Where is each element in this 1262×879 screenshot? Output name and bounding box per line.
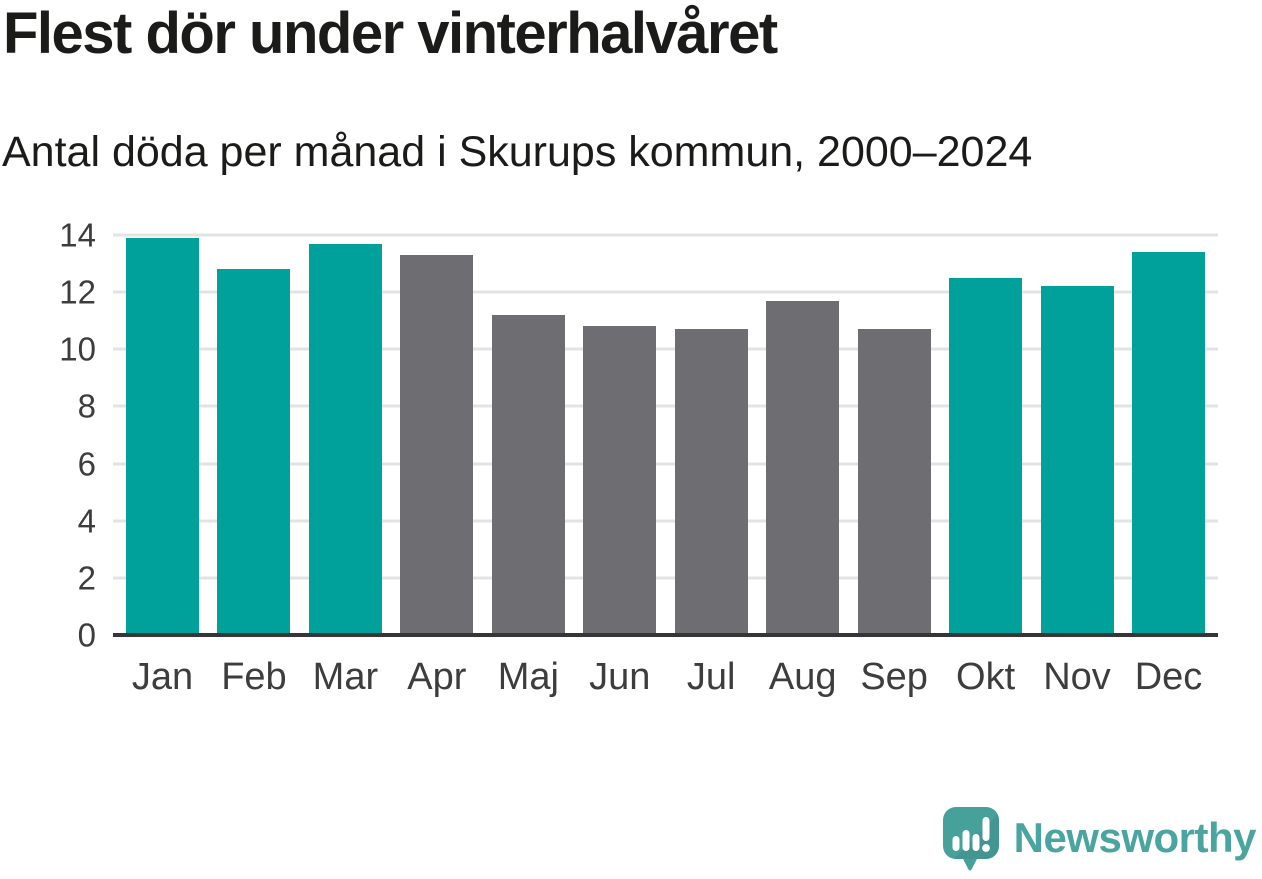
x-tick-label: Jun (589, 656, 651, 698)
chart-subtitle: Antal döda per månad i Skurups kommun, 2… (2, 128, 1033, 176)
x-tick-label: Sep (860, 656, 928, 698)
x-axis: Jan Feb Mar Apr Maj Jun Jul Aug Sep Okt Nov Dec (113, 656, 1218, 699)
x-tick-label: Okt (956, 656, 1016, 698)
y-axis: 0 2 4 6 8 10 12 14 (0, 219, 96, 652)
gridline (113, 462, 1218, 466)
brand-footer: Newsworthy (940, 805, 1257, 871)
x-tick-label: Jan (131, 656, 194, 698)
x-tick-label: Feb (221, 656, 287, 698)
y-tick-label: 0 (77, 616, 96, 654)
y-tick-label: 6 (77, 445, 96, 483)
x-axis-line (113, 633, 1218, 637)
brand-name: Newsworthy (1013, 814, 1257, 861)
bar-sep (857, 329, 931, 635)
bar-okt (949, 277, 1023, 635)
gridline (113, 347, 1218, 351)
gridline (113, 576, 1218, 580)
x-tick-label: Jul (686, 656, 736, 698)
x-tick-label: Dec (1134, 656, 1203, 698)
gridline (113, 519, 1218, 523)
y-tick-label: 2 (77, 559, 96, 597)
x-tick-label: Maj (497, 656, 559, 698)
chart-title: Flest dör under vinterhalvåret (3, 1, 778, 66)
gridline (113, 233, 1218, 237)
bar-nov (1040, 286, 1114, 635)
bar-jul (674, 329, 748, 635)
x-tick-label: Nov (1043, 656, 1111, 698)
bar-row (113, 235, 1218, 635)
x-tick-label: Aug (768, 656, 837, 698)
gridline (113, 290, 1218, 294)
bar-jun (583, 326, 657, 635)
y-tick-label: 12 (59, 273, 96, 311)
x-tick-label: Apr (407, 656, 467, 698)
bar-feb (217, 269, 291, 635)
bar-dec (1131, 252, 1205, 635)
bar-apr (400, 255, 474, 635)
y-tick-label: 14 (59, 216, 96, 254)
gridline (113, 404, 1218, 408)
newsworthy-logo-icon (940, 805, 1002, 871)
y-tick-label: 10 (59, 330, 96, 368)
x-tick-label: Mar (312, 656, 379, 698)
y-tick-label: 8 (77, 387, 96, 425)
bar-aug (766, 300, 840, 635)
y-tick-label: 4 (77, 502, 96, 540)
bar-jan (126, 237, 199, 635)
bar-mar (308, 243, 382, 635)
bar-maj (491, 315, 565, 635)
plot-area (113, 233, 1218, 637)
